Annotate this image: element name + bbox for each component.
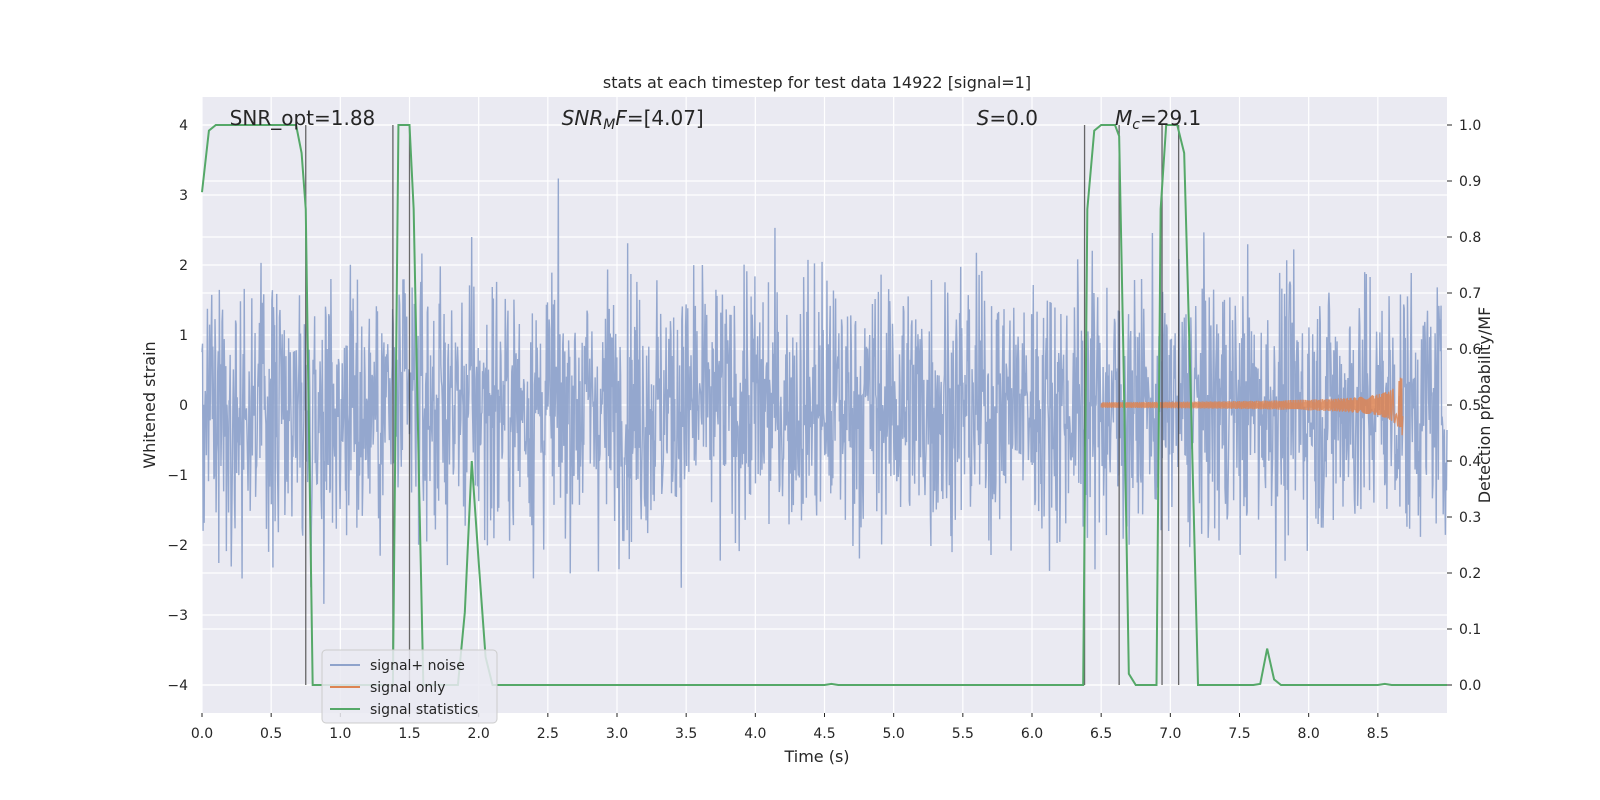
- x-tick-label: 6.0: [1021, 726, 1043, 742]
- y-tick-label: −1: [167, 468, 188, 484]
- x-tick-label: 6.5: [1090, 726, 1112, 742]
- y-axis-label: Whitened strain: [140, 341, 159, 468]
- x-tick-label: 2.0: [468, 726, 490, 742]
- annotation-s: S=0.0: [977, 106, 1038, 130]
- x-axis-label: Time (s): [783, 747, 849, 766]
- annotation-snr-opt: SNR_opt=1.88: [230, 106, 376, 130]
- x-tick-label: 8.0: [1298, 726, 1320, 742]
- y-tick-label: 2: [179, 258, 188, 274]
- y2-axis-label: Detection probability/MF: [1475, 307, 1494, 504]
- x-tick-label: 5.0: [883, 726, 905, 742]
- y2-tick-label: 0.5: [1459, 398, 1481, 414]
- x-tick-label: 0.5: [260, 726, 282, 742]
- y2-tick-label: 0.2: [1459, 566, 1481, 582]
- x-tick-label: 1.0: [329, 726, 351, 742]
- y-tick-label: 4: [179, 118, 188, 134]
- chart-title: stats at each timestep for test data 149…: [603, 73, 1031, 92]
- y2-tick-label: 0.4: [1459, 454, 1481, 470]
- y2-tick-label: 1.0: [1459, 118, 1481, 134]
- y2-tick-label: 0.0: [1459, 678, 1481, 694]
- legend: signal+ noise signal only signal statistic…: [321, 649, 498, 724]
- y-tick-label: −2: [167, 538, 188, 554]
- y2-tick-label: 0.6: [1459, 342, 1481, 358]
- x-tick-label: 7.0: [1159, 726, 1181, 742]
- x-tick-label: 0.0: [191, 726, 213, 742]
- legend-entry: signal statistics: [370, 702, 478, 718]
- annotation-mc: Mc=29.1: [1115, 106, 1201, 133]
- x-tick-label: 4.5: [813, 726, 835, 742]
- series-signal-only: [1100, 377, 1404, 436]
- y-tick-label: 3: [179, 188, 188, 204]
- y2-tick-label: 0.1: [1459, 622, 1481, 638]
- y-tick-label: −4: [167, 678, 188, 694]
- x-tick-label: 3.5: [675, 726, 697, 742]
- x-tick-label: 8.5: [1367, 726, 1389, 742]
- y-tick-label: 1: [179, 328, 188, 344]
- y2-tick-label: 0.8: [1459, 230, 1481, 246]
- y2-tick-label: 0.9: [1459, 174, 1481, 190]
- legend-box: [321, 649, 498, 724]
- x-tick-label: 4.0: [744, 726, 766, 742]
- x-tick-label: 1.5: [398, 726, 420, 742]
- legend-entry: signal only: [370, 680, 445, 696]
- x-tick-label: 3.0: [606, 726, 628, 742]
- y-tick-label: −3: [167, 608, 188, 624]
- y2-tick-label: 0.3: [1459, 510, 1481, 526]
- x-tick-label: 2.5: [537, 726, 559, 742]
- x-tick-label: 7.5: [1228, 726, 1250, 742]
- annotation-snr-mf: SNRMF=[4.07]: [562, 106, 704, 133]
- y-tick-label: 0: [179, 398, 188, 414]
- x-tick-label: 5.5: [952, 726, 974, 742]
- y2-tick-label: 0.7: [1459, 286, 1481, 302]
- legend-entry: signal+ noise: [370, 658, 465, 674]
